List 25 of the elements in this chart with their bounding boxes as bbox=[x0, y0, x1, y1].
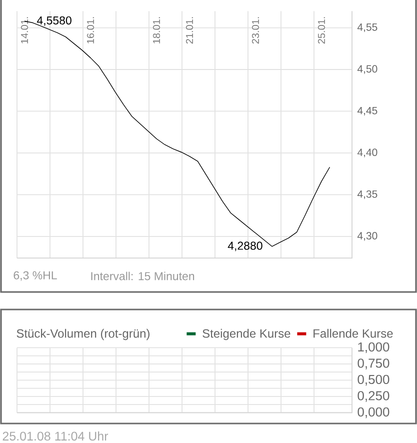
x-tick-label: 21.01. bbox=[186, 17, 194, 44]
y-tick-label: 0,750 bbox=[358, 358, 390, 370]
text: 25.01.08 11:04 Uhr bbox=[2, 431, 108, 441]
text: 6,3 %HL bbox=[14, 271, 57, 281]
x-tick-label: 25.01. bbox=[318, 17, 326, 44]
chart-title: Stück-Volumen (rot-grün) bbox=[16, 328, 150, 340]
y-tick-label: 4,50 bbox=[357, 65, 378, 74]
y-tick-label: 1,000 bbox=[358, 342, 390, 354]
x-tick-label: 23.01. bbox=[252, 17, 260, 44]
legend-label: Steigende Kurse bbox=[202, 328, 290, 340]
y-tick-label: 0,250 bbox=[358, 391, 390, 402]
x-tick-label: 18.01. bbox=[152, 17, 160, 44]
data-label: 4,2880 bbox=[228, 242, 262, 252]
y-tick-label: 4,30 bbox=[357, 232, 378, 241]
y-tick-label: 4,45 bbox=[357, 106, 378, 116]
data-label: 4,5580 bbox=[36, 16, 72, 26]
x-tick-label: 16.01. bbox=[86, 17, 94, 44]
x-tick-label: 14.01. bbox=[20, 17, 28, 44]
y-tick-label: 4,40 bbox=[357, 148, 378, 158]
y-tick-label: 0,500 bbox=[358, 374, 390, 386]
y-tick-label: 4,35 bbox=[357, 190, 378, 200]
y-tick-label: 0,000 bbox=[358, 407, 390, 418]
y-tick-label: 4,55 bbox=[357, 23, 378, 32]
legend-label: Fallende Kurse bbox=[314, 328, 393, 338]
text: Intervall: 15 Minuten bbox=[91, 272, 194, 280]
